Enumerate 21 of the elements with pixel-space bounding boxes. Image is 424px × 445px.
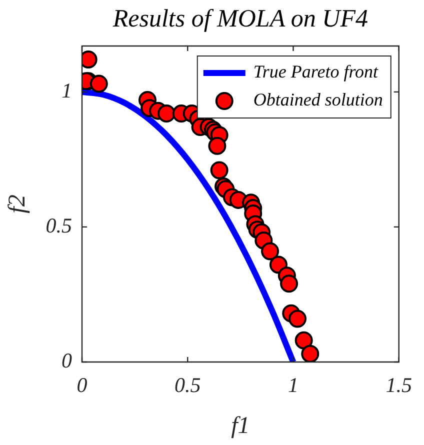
point xyxy=(294,331,313,350)
legend-label: True Pareto front xyxy=(253,62,380,82)
x-tick-label: 1.5 xyxy=(386,373,412,398)
chart-title: Results of MOLA on UF4 xyxy=(112,6,368,33)
point xyxy=(301,344,320,362)
point xyxy=(208,136,226,155)
x-axis-title: f1 xyxy=(231,412,250,439)
legend-label: Obtained solution xyxy=(253,90,383,110)
point xyxy=(210,161,228,180)
x-tick-label: 0 xyxy=(76,373,88,398)
point xyxy=(280,274,298,293)
point xyxy=(261,242,280,260)
y-tick-label: 0 xyxy=(62,348,72,373)
y-tick-label: 0.5 xyxy=(46,213,72,238)
y-axis-title: f2 xyxy=(4,194,31,214)
x-tick-label: 1 xyxy=(288,373,298,398)
point xyxy=(90,74,108,93)
point xyxy=(158,104,176,123)
x-tick-label: 0.5 xyxy=(174,373,201,398)
y-tick-label: 1 xyxy=(62,78,72,102)
point xyxy=(288,310,306,328)
